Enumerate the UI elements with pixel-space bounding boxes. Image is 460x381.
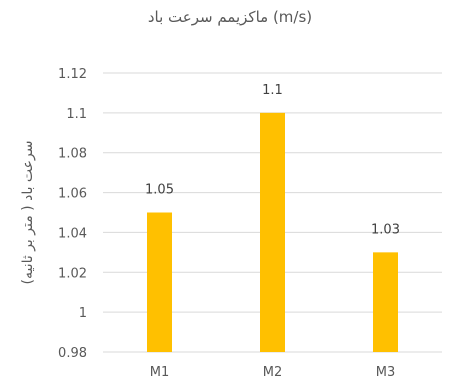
y-axis-label: سرعت باد ( متر بر ثانیه) [20, 141, 36, 285]
x-tick-label: M2 [263, 365, 283, 380]
y-tick-label: 1.02 [58, 266, 87, 281]
data-label: 1.1 [262, 83, 283, 98]
y-tick-label: 0.98 [58, 346, 87, 361]
x-tick-label: M3 [376, 365, 396, 380]
y-tick-label: 1.08 [58, 147, 87, 162]
bar [147, 212, 172, 352]
y-tick-label: 1.04 [58, 226, 87, 241]
y-tick-label: 1.06 [58, 187, 87, 202]
y-tick-label: 1.12 [58, 67, 87, 82]
data-label: 1.05 [145, 183, 174, 198]
y-tick-label: 1.1 [66, 107, 87, 122]
data-label: 1.03 [371, 222, 400, 237]
x-tick-label: M1 [150, 365, 170, 380]
y-tick-label: 1 [79, 306, 87, 321]
chart-title: ماکزیمم سرعت باد (m/s) [147, 8, 313, 26]
bar [260, 112, 285, 352]
bar [373, 252, 398, 352]
